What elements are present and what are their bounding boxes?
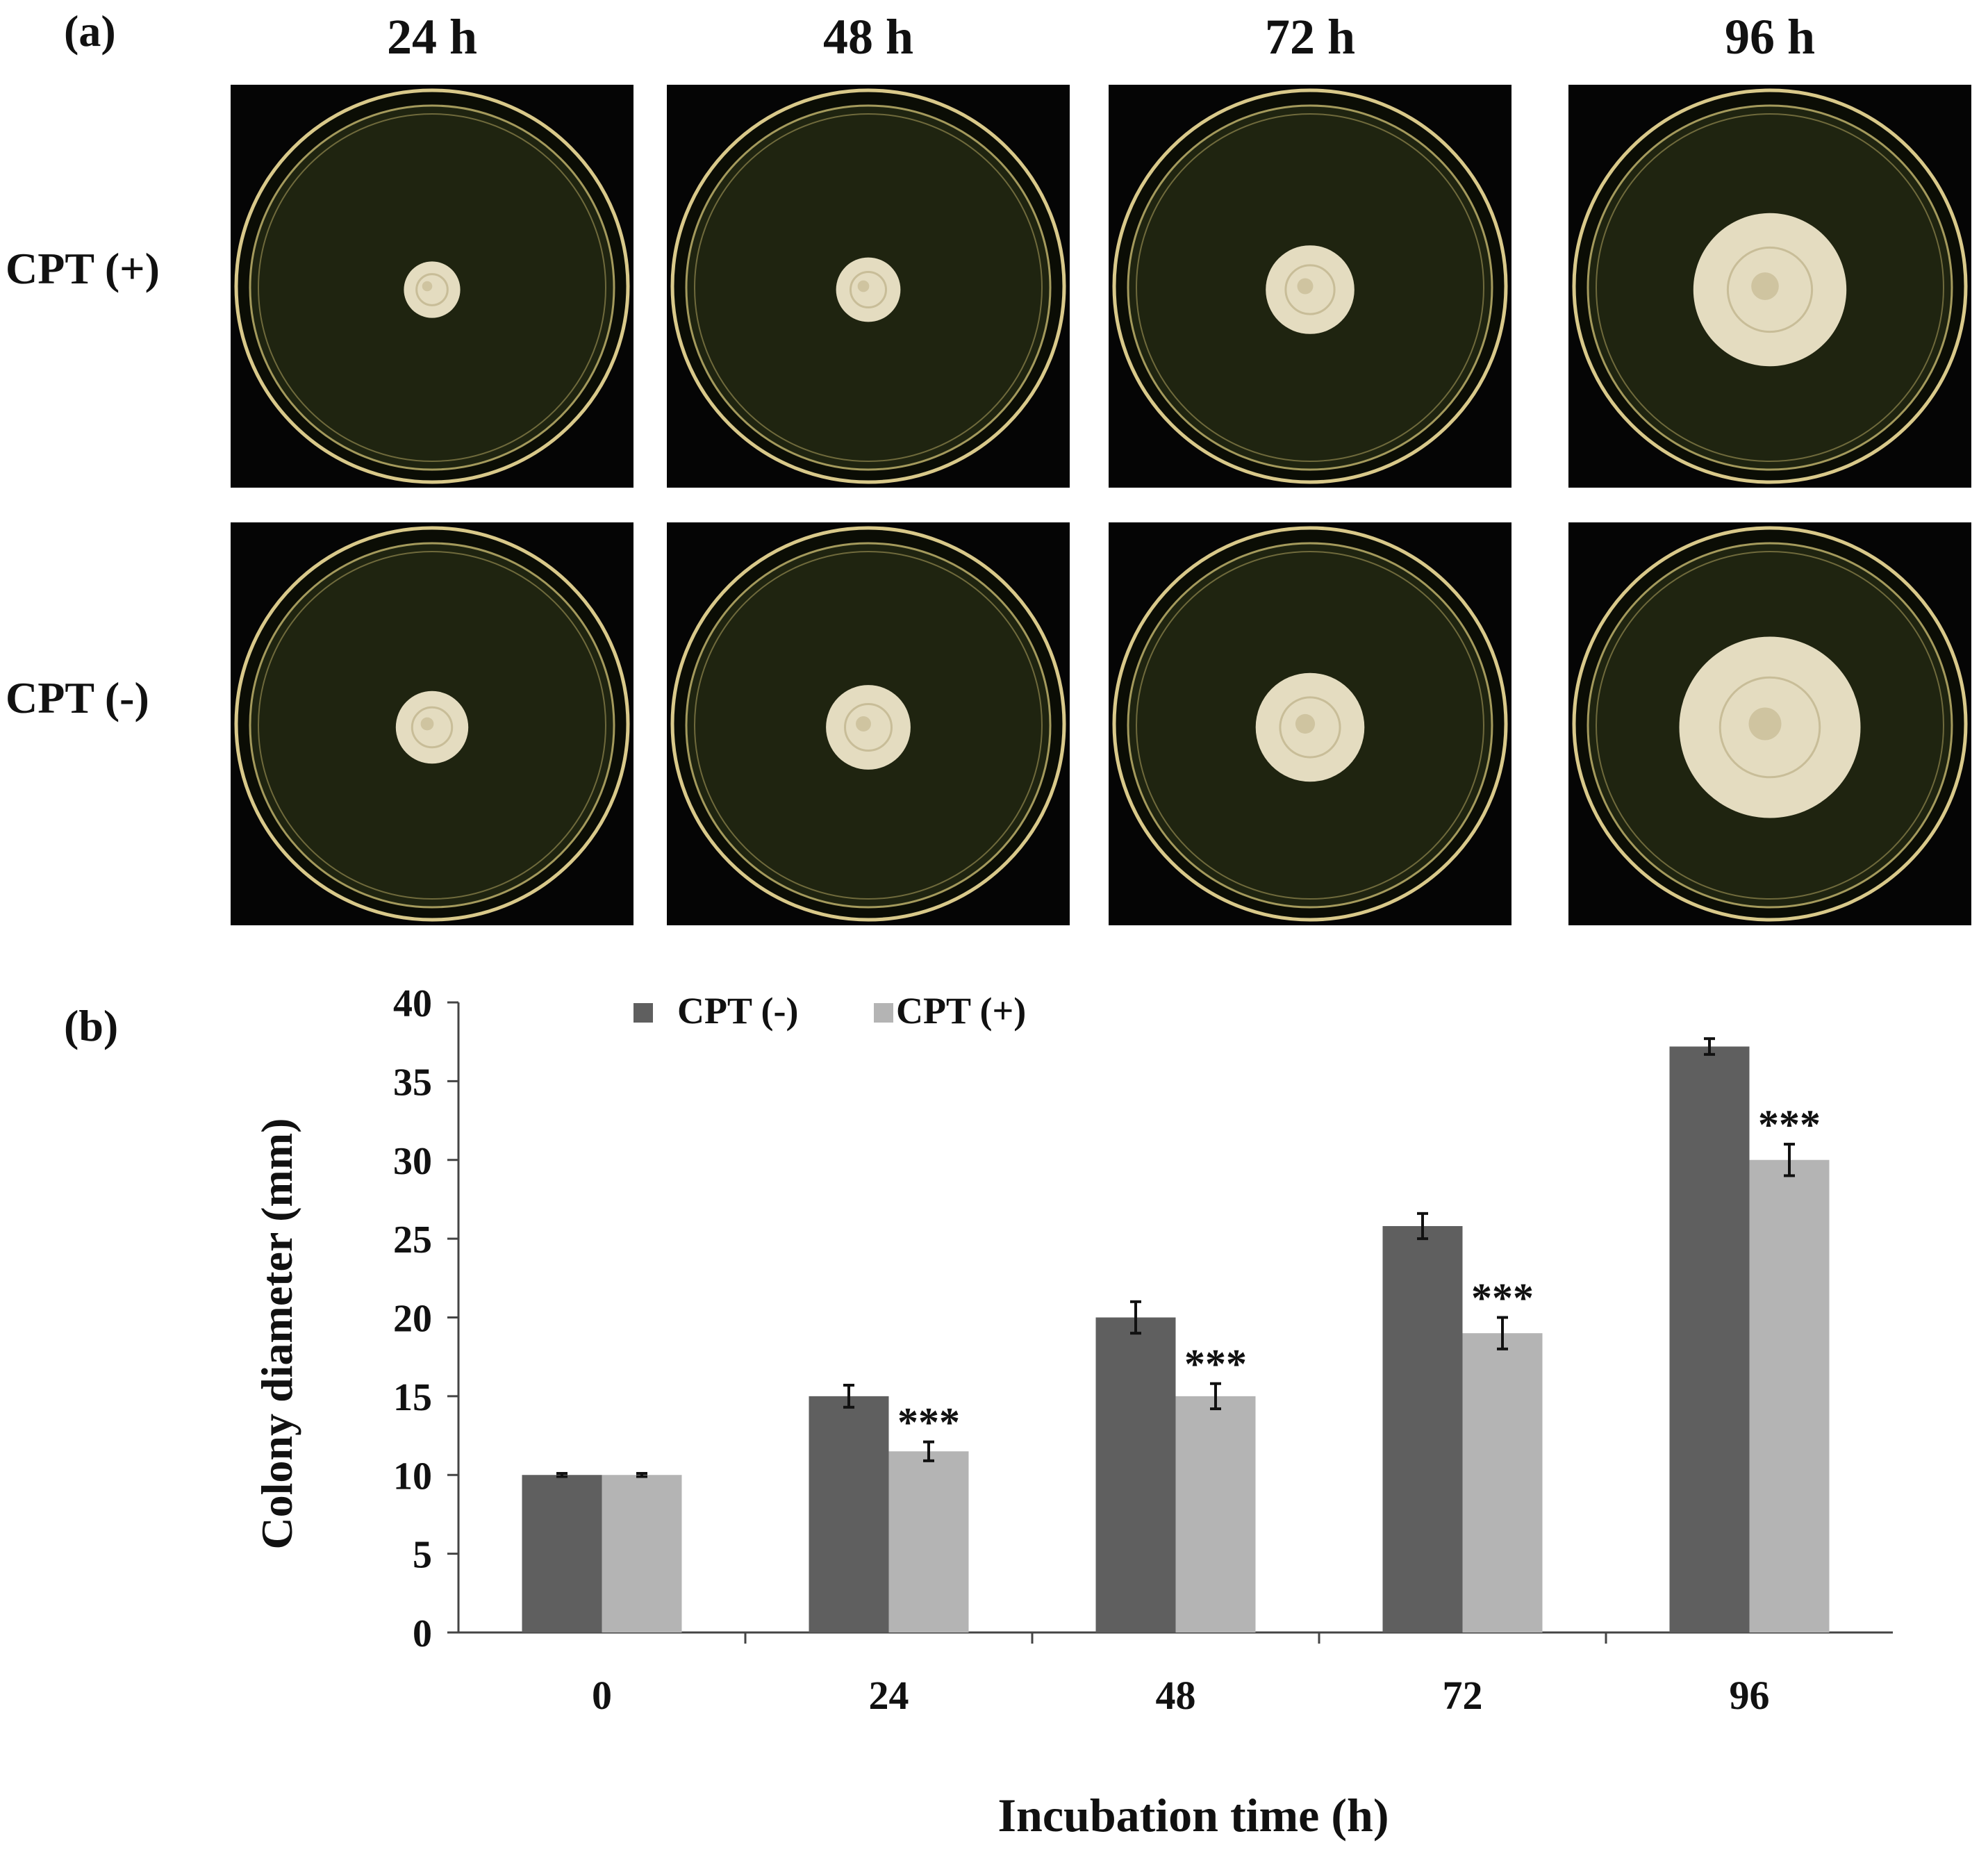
colony-ring: [1726, 246, 1814, 333]
bar-cpt-minus-24: [809, 1396, 889, 1632]
bar-cpt-minus-0: [522, 1475, 602, 1632]
bar-cpt-plus-96: [1749, 1159, 1830, 1632]
colony-ring: [849, 270, 888, 309]
x-axis-label: Incubation time (h): [998, 1789, 1389, 1842]
significance-marker: ***: [1471, 1275, 1534, 1321]
colony-ring: [1718, 676, 1821, 779]
petri-dish-cpt-minus-96h: [1568, 522, 1971, 925]
legend: CPT (-) CPT (+): [633, 990, 1026, 1032]
inner-rim: [1596, 113, 1944, 462]
x-tick-label: 48: [1156, 1673, 1196, 1718]
petri-dish-cpt-minus-24h: [231, 522, 633, 925]
y-axis-label: Colony diameter (mm): [252, 1118, 301, 1550]
row-header-cpt-minus: CPT (-): [6, 673, 149, 722]
x-tick-label: 24: [869, 1673, 909, 1718]
y-tick-label: 30: [393, 1140, 432, 1183]
panel-b-label: (b): [64, 1001, 119, 1050]
bar-cpt-plus-0: [602, 1475, 682, 1632]
significance-marker: ***: [1184, 1341, 1247, 1387]
colony-diameter-bar-chart: 0 5 10 15 20 25 30 35 40 0 24 *** 48 *** 72 *** 96 *** Co…: [252, 982, 1893, 1842]
colony-center: [1748, 707, 1782, 741]
fungal-colony: [836, 257, 901, 322]
colony-center: [1751, 272, 1779, 300]
inner-rim: [694, 551, 1043, 900]
x-tick-label: 72: [1443, 1673, 1483, 1718]
chart-labels: 0 5 10 15 20 25 30 35 40 0 24 *** 48 *** 72 *** 96 ***: [393, 982, 1821, 1718]
petri-dish-cpt-plus-96h: [1568, 85, 1971, 488]
column-header-48h: 48 h: [822, 9, 914, 65]
y-tick-label: 5: [413, 1534, 432, 1577]
inner-rim: [694, 113, 1043, 462]
column-header-24h: 24 h: [386, 9, 478, 65]
petri-dish-cpt-minus-48h: [667, 522, 1070, 925]
x-tick-label: 96: [1730, 1673, 1770, 1718]
legend-swatch-cpt-plus: [874, 1003, 893, 1023]
bar-cpt-minus-96: [1669, 1046, 1750, 1632]
y-tick-label: 15: [393, 1376, 432, 1419]
inner-rim: [1136, 551, 1484, 900]
row-header-cpt-plus: CPT (+): [6, 244, 160, 293]
legend-label-cpt-minus: CPT (-): [677, 990, 798, 1032]
colony-ring: [415, 273, 449, 306]
bar-cpt-minus-48: [1095, 1317, 1176, 1632]
y-tick-label: 0: [413, 1612, 432, 1655]
legend-label-cpt-plus: CPT (+): [896, 990, 1026, 1032]
y-tick-label: 25: [393, 1218, 432, 1262]
petri-dish-cpt-plus-48h: [667, 85, 1070, 488]
petri-dish-cpt-minus-72h: [1109, 522, 1511, 925]
colony-ring: [844, 703, 893, 752]
inner-rim: [258, 551, 606, 900]
colony-ring: [1279, 696, 1341, 759]
colony-ring: [1284, 264, 1336, 315]
significance-marker: ***: [897, 1400, 960, 1446]
x-tick-label: 0: [592, 1673, 612, 1718]
bar-cpt-plus-48: [1175, 1396, 1256, 1632]
column-header-72h: 72 h: [1264, 9, 1356, 65]
bar-cpt-plus-24: [888, 1451, 969, 1632]
bar-cpt-plus-72: [1462, 1333, 1543, 1632]
petri-dish-cpt-plus-72h: [1109, 85, 1511, 488]
y-tick-label: 10: [393, 1455, 432, 1498]
colony-center: [422, 281, 433, 292]
colony-center: [420, 717, 434, 731]
colony-ring: [411, 706, 454, 749]
legend-swatch-cpt-minus: [633, 1003, 653, 1023]
column-header-96h: 96 h: [1724, 9, 1816, 65]
colony-center: [1295, 713, 1316, 734]
chart-bars: [522, 1037, 1830, 1632]
petri-dish-cpt-plus-24h: [231, 85, 633, 488]
inner-rim: [258, 113, 606, 462]
bar-cpt-minus-72: [1382, 1225, 1463, 1632]
fungal-colony: [404, 261, 461, 318]
y-tick-label: 20: [393, 1298, 432, 1341]
colony-center: [856, 716, 871, 731]
colony-center: [1297, 278, 1314, 295]
inner-rim: [1136, 113, 1484, 462]
significance-marker: ***: [1758, 1102, 1821, 1148]
y-tick-label: 35: [393, 1061, 432, 1104]
inner-rim: [1596, 551, 1944, 900]
y-tick-label: 40: [393, 982, 432, 1025]
panel-a-label: (a): [64, 6, 116, 56]
colony-center: [857, 280, 870, 292]
